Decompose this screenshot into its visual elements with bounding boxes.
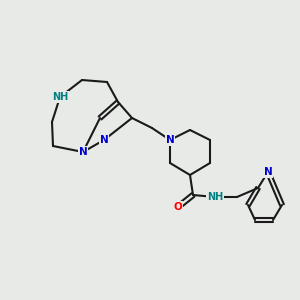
Text: N: N bbox=[79, 147, 87, 157]
Text: N: N bbox=[100, 135, 108, 145]
Text: N: N bbox=[264, 167, 272, 177]
Text: NH: NH bbox=[207, 192, 223, 202]
Text: O: O bbox=[174, 202, 182, 212]
Text: N: N bbox=[166, 135, 174, 145]
Text: NH: NH bbox=[52, 92, 68, 102]
